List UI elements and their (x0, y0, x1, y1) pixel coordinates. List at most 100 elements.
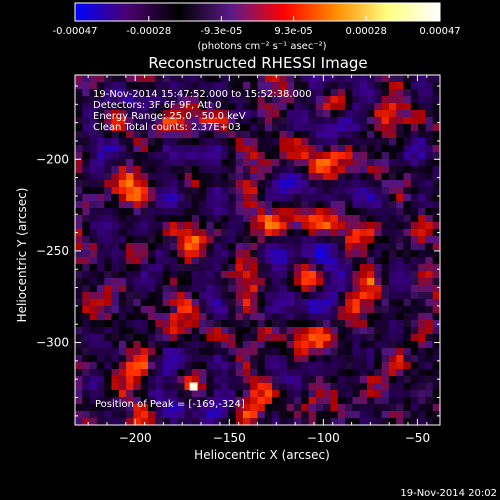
heatmap-cell (337, 264, 346, 272)
heatmap-cell (330, 348, 339, 356)
heatmap-cell (352, 369, 360, 377)
heatmap-cell (169, 285, 178, 293)
heatmap-cell (352, 278, 360, 286)
heatmap-cell (432, 271, 441, 279)
heatmap-cell (345, 257, 353, 265)
heatmap-cell (425, 341, 433, 349)
heatmap-cell (206, 243, 214, 251)
heatmap-cell (206, 201, 214, 209)
heatmap-cell (403, 348, 412, 356)
heatmap-cell (403, 215, 412, 223)
heatmap-cell (396, 306, 404, 314)
heatmap-cell (396, 201, 404, 209)
heatmap-cell (330, 145, 339, 153)
heatmap-cell (418, 145, 426, 153)
heatmap-cell (82, 243, 90, 251)
heatmap-cell (374, 89, 382, 97)
heatmap-cell (199, 404, 207, 412)
heatmap-cell (425, 173, 433, 181)
heatmap-cell (126, 124, 134, 132)
heatmap-cell (140, 369, 149, 377)
heatmap-cell (279, 222, 287, 230)
heatmap-cell (432, 397, 441, 405)
heatmap-cell (286, 96, 295, 104)
heatmap-cell (264, 348, 273, 356)
heatmap-cell (294, 376, 302, 384)
heatmap-cell (359, 222, 368, 230)
heatmap-cell (126, 411, 134, 419)
heatmap-cell (294, 110, 302, 118)
heatmap-cell (410, 313, 419, 321)
heatmap-cell (140, 145, 149, 153)
heatmap-cell (228, 229, 236, 237)
heatmap-cell (250, 327, 258, 335)
heatmap-cell (82, 145, 90, 153)
heatmap-cell (126, 138, 134, 146)
heatmap-cell (133, 390, 141, 398)
heatmap-cell (221, 306, 229, 314)
heatmap-cell (323, 145, 331, 153)
heatmap-cell (381, 362, 390, 370)
heatmap-cell (242, 166, 251, 174)
heatmap-cell (133, 404, 141, 412)
heatmap-cell (257, 285, 266, 293)
heatmap-cell (235, 418, 244, 426)
heatmap-cell (388, 131, 397, 139)
heatmap-cell (432, 201, 441, 209)
heatmap-cell (82, 376, 90, 384)
heatmap-cell (213, 320, 222, 328)
heatmap-cell (118, 397, 127, 405)
heatmap-cell (301, 243, 309, 251)
heatmap-cell (279, 173, 287, 181)
heatmap-cell (410, 152, 419, 160)
heatmap-cell (432, 334, 441, 342)
heatmap-cell (177, 285, 185, 293)
heatmap-cell (272, 103, 280, 111)
heatmap-cell (184, 362, 193, 370)
heatmap-cell (228, 82, 236, 90)
heatmap-cell (410, 362, 419, 370)
heatmap-cell (177, 257, 185, 265)
heatmap-cell (199, 418, 207, 426)
heatmap-cell (396, 250, 404, 258)
heatmap-cell (250, 250, 258, 258)
heatmap-cell (410, 278, 419, 286)
heatmap-cell (345, 152, 353, 160)
heatmap-cell (323, 152, 331, 160)
heatmap-cell (242, 320, 251, 328)
heatmap-cell (75, 96, 83, 104)
heatmap-cell (432, 418, 441, 426)
heatmap-cell (148, 243, 156, 251)
heatmap-cell (221, 187, 229, 195)
heatmap-cell (199, 243, 207, 251)
heatmap-cell (330, 124, 339, 132)
heatmap-cell (410, 397, 419, 405)
heatmap-cell (162, 278, 171, 286)
heatmap-cell (294, 215, 302, 223)
heatmap-cell (359, 173, 368, 181)
heatmap-cell (162, 215, 171, 223)
heatmap-cell (184, 306, 193, 314)
heatmap-cell (118, 404, 127, 412)
heatmap-cell (191, 201, 200, 209)
heatmap-cell (396, 96, 404, 104)
heatmap-cell (403, 236, 412, 244)
heatmap-cell (118, 285, 127, 293)
heatmap-cell (396, 341, 404, 349)
heatmap-cell (279, 194, 287, 202)
heatmap-cell (111, 355, 120, 363)
heatmap-cell (264, 166, 273, 174)
heatmap-cell (169, 257, 178, 265)
heatmap-cell (206, 383, 214, 391)
heatmap-cell (301, 145, 309, 153)
heatmap-cell (396, 131, 404, 139)
heatmap-cell (425, 264, 433, 272)
heatmap-cell (89, 152, 98, 160)
heatmap-cell (126, 418, 134, 426)
heatmap-cell (308, 327, 317, 335)
heatmap-cell (359, 362, 368, 370)
heatmap-cell (155, 145, 163, 153)
heatmap-cell (272, 222, 280, 230)
colorbar-strip (74, 2, 441, 22)
heatmap-cell (75, 278, 83, 286)
